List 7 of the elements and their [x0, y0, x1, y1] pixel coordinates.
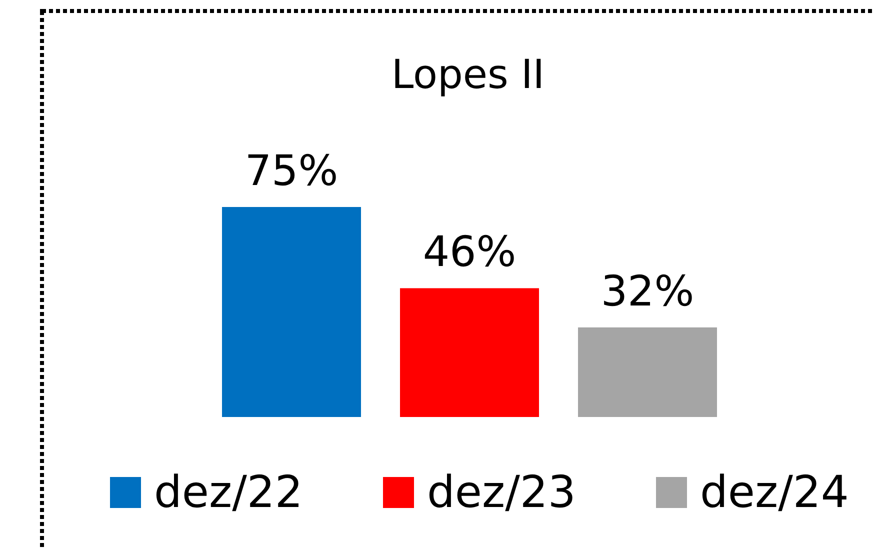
- legend-label: dez/22: [154, 467, 303, 518]
- data-label: 75%: [244, 146, 338, 195]
- legend-label: dez/24: [700, 467, 849, 518]
- chart-title: Lopes II: [391, 52, 545, 98]
- data-label: 46%: [422, 227, 516, 276]
- legend-label: dez/23: [427, 467, 576, 518]
- data-label: 32%: [600, 266, 694, 316]
